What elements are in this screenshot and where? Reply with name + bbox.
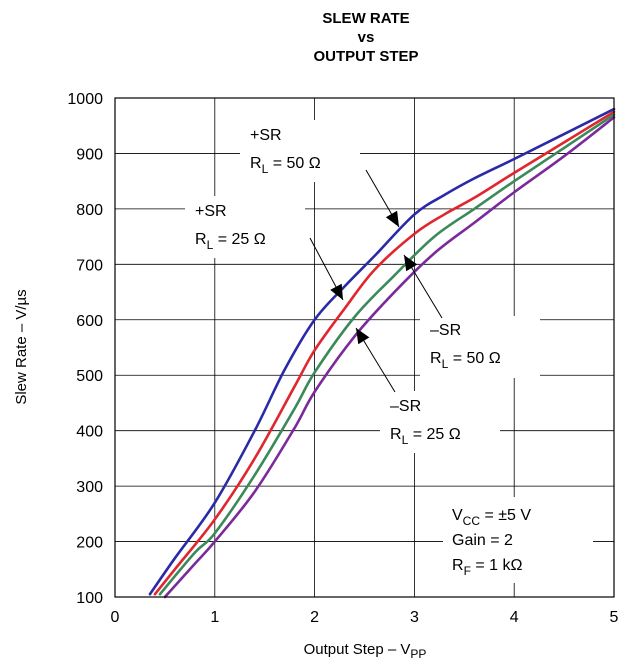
annotation-layer: +SR RL = 50 Ω +SR RL = 25 Ω –SR RL = 50 Ω –SR R…: [185, 120, 593, 583]
annotation-resistance: RL = 25 Ω: [195, 231, 266, 252]
chart-title-line-2: vs: [358, 29, 375, 46]
x-tick-label: 2: [310, 609, 319, 626]
y-tick-label: 900: [76, 146, 103, 163]
annotation-background: [420, 316, 540, 378]
y-tick-label: 400: [76, 424, 103, 441]
x-tick-label: 4: [510, 609, 519, 626]
annotation-label: –SR: [430, 322, 461, 339]
condition-label: VCC = ±5 V: [452, 507, 531, 528]
annotation-background: [185, 196, 305, 258]
annotation-resistance: RL = 25 Ω: [390, 426, 461, 447]
y-tick-label: 600: [76, 313, 103, 330]
arrow-layer: [309, 169, 443, 393]
x-tick-label: 1: [210, 609, 219, 626]
annotation-arrowhead: [356, 328, 370, 345]
condition-label: RF = 1 kΩ: [452, 557, 522, 578]
y-tick-label: 200: [76, 535, 103, 552]
series-line-3: [158, 113, 616, 596]
plot-frame: [114, 97, 615, 598]
y-tick-label: 800: [76, 202, 103, 219]
annotation-resistance: RL = 50 Ω: [250, 155, 321, 176]
condition-label: Gain = 2: [452, 532, 513, 549]
x-tick-label: 5: [610, 609, 619, 626]
x-tick-label: 3: [410, 609, 419, 626]
annotation-label: +SR: [195, 203, 227, 220]
annotation-arrowhead: [330, 283, 343, 300]
tick-labels: 0 1 2 3 4 5 100 200 300 400 500 600 700 800 900 1000: [67, 91, 618, 626]
annotation-background: [380, 391, 500, 453]
y-axis-label: Slew Rate – V/µs: [13, 289, 30, 404]
annotation-arrowhead: [404, 255, 418, 272]
series-line-1: [148, 107, 616, 596]
annotation-label: –SR: [390, 398, 421, 415]
conditions-background: [443, 497, 593, 583]
series-line-2: [153, 110, 616, 596]
annotation-background: [240, 120, 360, 182]
y-tick-label: 300: [76, 479, 103, 496]
y-tick-label: 1000: [67, 91, 103, 108]
annotation-label: +SR: [250, 127, 282, 144]
annotation-resistance: RL = 50 Ω: [430, 350, 501, 371]
y-tick-label: 700: [76, 257, 103, 274]
x-axis-label: Output Step – VPP: [304, 641, 427, 661]
chart-title-line-1: SLEW RATE: [322, 10, 409, 27]
y-tick-label: 100: [76, 590, 103, 607]
series-line-4: [163, 116, 616, 599]
series-layer: [148, 107, 616, 599]
annotation-arrowhead: [385, 210, 399, 227]
x-tick-label: 0: [111, 609, 120, 626]
y-tick-label: 500: [76, 368, 103, 385]
chart-title-line-3: OUTPUT STEP: [313, 48, 418, 65]
